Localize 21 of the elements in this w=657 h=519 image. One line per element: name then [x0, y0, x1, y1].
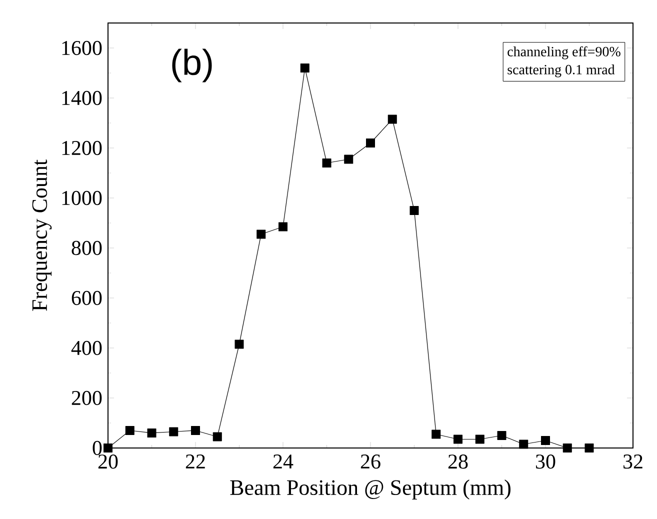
y-tick-label: 800 [72, 240, 102, 256]
annotation: channeling eff=90% [508, 46, 620, 60]
y-tick-label: 600 [72, 290, 102, 306]
y-tick-label: 1400 [62, 90, 102, 106]
x-tick-label: 22 [186, 454, 205, 468]
x-tick-label: 28 [448, 454, 468, 469]
x-axis-title: Beam Position @ Septum (mm) [230, 480, 510, 500]
x-tick-label: 24 [273, 454, 294, 468]
annotation: (b) [172, 48, 212, 82]
x-tick-label: 20 [98, 454, 118, 469]
y-tick-label: 200 [72, 390, 102, 406]
y-tick-label: 1600 [62, 40, 102, 56]
annotation: scattering 0.1 mrad [508, 64, 615, 78]
x-tick-label: 30 [536, 454, 556, 469]
y-tick-label: 400 [71, 340, 102, 356]
y-axis-title: Frequency Count [32, 160, 52, 311]
y-tick-label: 1000 [62, 190, 102, 206]
y-tick-label: 0 [92, 440, 102, 456]
x-tick-label: 26 [360, 454, 380, 469]
x-tick-label: 32 [624, 454, 642, 469]
y-tick-label: 1200 [62, 140, 102, 156]
